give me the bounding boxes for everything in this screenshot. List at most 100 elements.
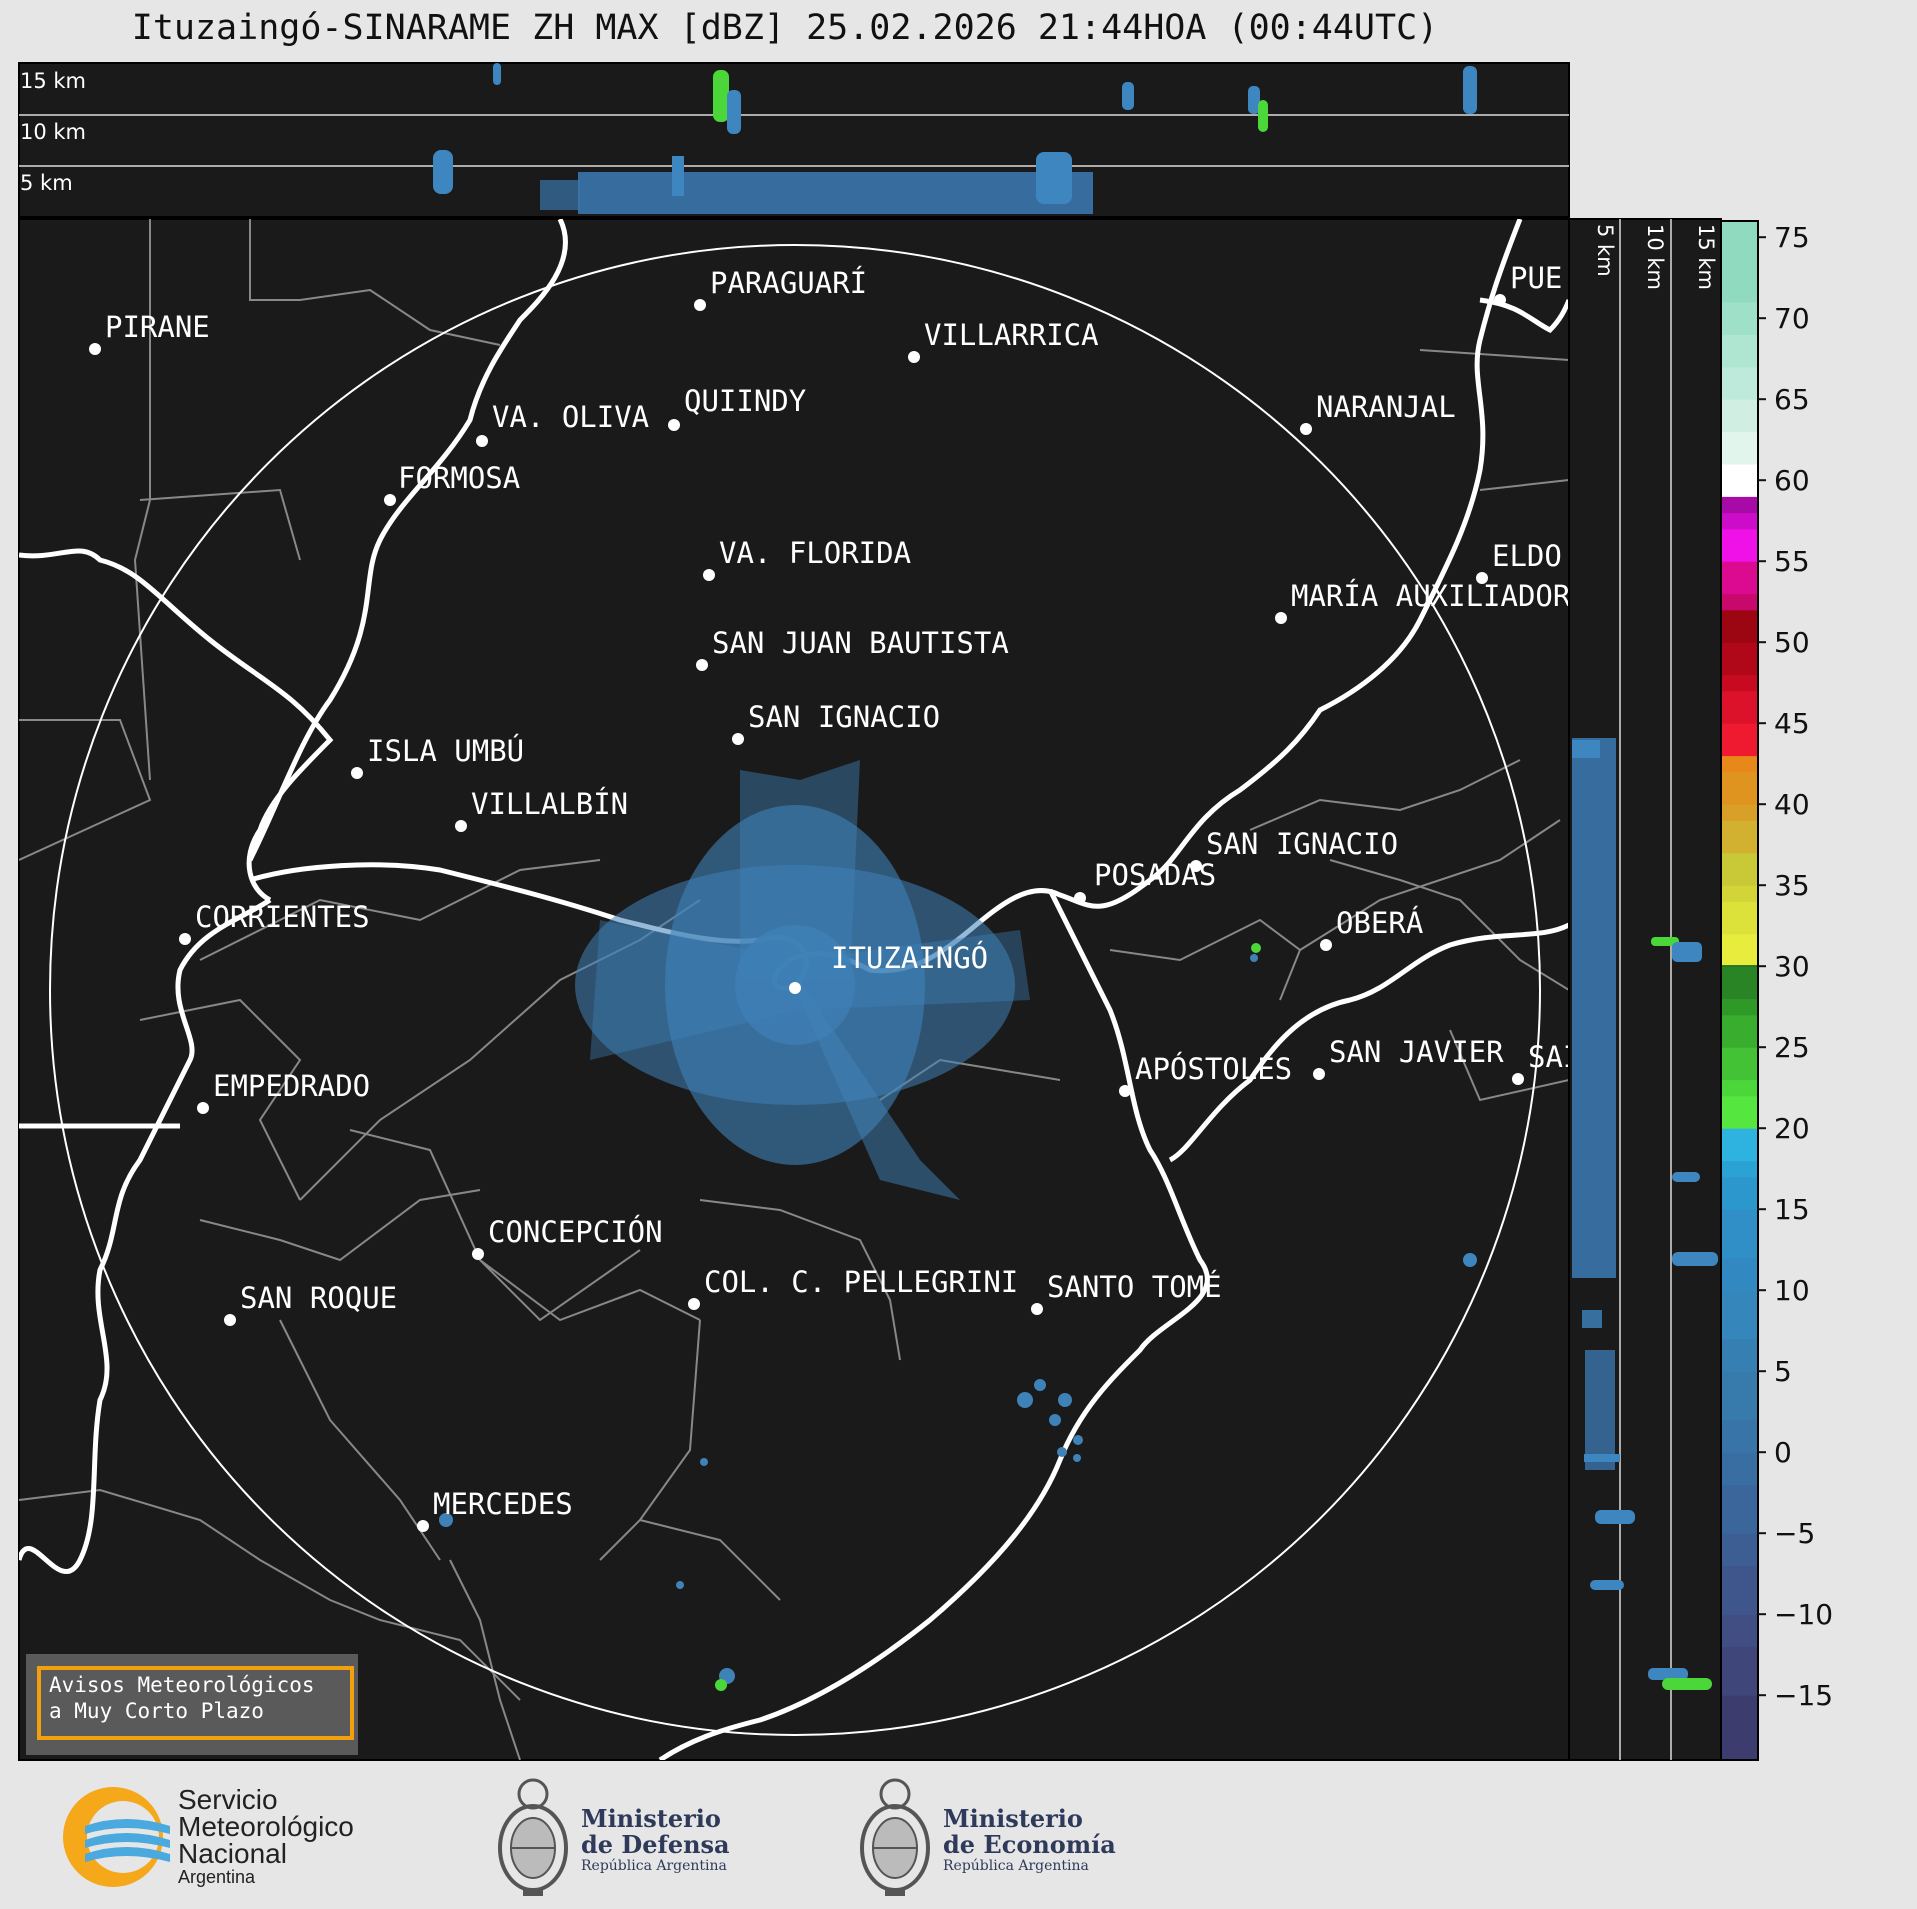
colorbar-segment bbox=[1721, 1614, 1758, 1648]
city-name: VILLALBÍN bbox=[471, 787, 628, 821]
right-cross-section: 5 km 10 km 15 km bbox=[1463, 218, 1722, 1761]
city-marker: ITUZAINGÓ bbox=[789, 941, 988, 994]
economia-line-1: Ministerio bbox=[943, 1804, 1083, 1833]
colorbar-segment bbox=[1721, 528, 1758, 562]
city-dot bbox=[688, 1298, 700, 1310]
city-name: OBERÁ bbox=[1336, 906, 1423, 940]
city-marker: NARANJAL bbox=[1300, 390, 1456, 435]
chart-title: Ituzaingó-SINARAME ZH MAX [dBZ] 25.02.20… bbox=[131, 8, 1439, 48]
city-name: SAN JUAN BAUTISTA bbox=[712, 626, 1009, 660]
colorbar-segment bbox=[1721, 464, 1758, 497]
economia-line-3: República Argentina bbox=[943, 1858, 1089, 1874]
defensa-line-3: República Argentina bbox=[581, 1858, 727, 1874]
city-marker: PIRANE bbox=[89, 310, 210, 355]
height-label-10: 10 km bbox=[20, 120, 86, 144]
city-dot bbox=[224, 1314, 236, 1326]
colorbar-tick-label: 50 bbox=[1774, 626, 1810, 659]
city-dot bbox=[89, 343, 101, 355]
city-name: NARANJAL bbox=[1316, 390, 1456, 424]
colorbar-segment bbox=[1721, 966, 1758, 1000]
city-dot bbox=[1476, 572, 1488, 584]
colorbar-segment bbox=[1721, 820, 1758, 854]
colorbar-segment bbox=[1721, 221, 1758, 303]
city-marker: SAN JAVIER bbox=[1313, 1035, 1504, 1080]
city-dot bbox=[908, 351, 920, 363]
colorbar-segment bbox=[1721, 334, 1758, 368]
city-dot bbox=[1313, 1068, 1325, 1080]
colorbar-segment bbox=[1721, 852, 1758, 886]
city-name: ITUZAINGÓ bbox=[831, 941, 988, 975]
colorbar-segment bbox=[1721, 609, 1758, 643]
city-name: EMPEDRADO bbox=[213, 1069, 370, 1103]
colorbar-segment bbox=[1721, 771, 1758, 805]
colorbar-segment bbox=[1721, 561, 1758, 595]
colorbar-segment bbox=[1721, 1095, 1758, 1129]
colorbar-tick-label: 35 bbox=[1774, 869, 1810, 902]
city-name: VILLARRICA bbox=[924, 318, 1099, 352]
city-name: SAN IGNACIO bbox=[1206, 827, 1398, 861]
colorbar-tick-label: 45 bbox=[1774, 707, 1810, 740]
colorbar-tick-label: 60 bbox=[1774, 464, 1810, 497]
city-name: PIRANE bbox=[105, 310, 210, 344]
city-dot bbox=[1074, 892, 1086, 904]
city-dot bbox=[789, 982, 801, 994]
right-echo-band bbox=[1463, 738, 1718, 1690]
smn-line-1: Servicio bbox=[178, 1784, 278, 1815]
coat-of-arms-icon bbox=[860, 1778, 930, 1896]
colorbar-segment bbox=[1721, 1014, 1758, 1048]
colorbar-segment bbox=[1721, 933, 1758, 966]
city-name: QUIINDY bbox=[684, 384, 806, 418]
colorbar-segment bbox=[1721, 1533, 1758, 1567]
city-marker: SAN IGNACIO bbox=[732, 700, 940, 745]
colorbar-segment bbox=[1721, 1079, 1758, 1097]
city-marker: ISLA UMBÚ bbox=[351, 734, 524, 779]
colorbar-segment bbox=[1721, 964, 1758, 967]
coat-of-arms-icon bbox=[498, 1778, 568, 1896]
height-label-5-right: 5 km bbox=[1593, 224, 1617, 277]
city-name: PUE bbox=[1510, 261, 1562, 295]
height-label-5: 5 km bbox=[20, 171, 73, 195]
city-marker: SAI bbox=[1512, 1040, 1569, 1085]
warning-line-1: Avisos Meteorológicos bbox=[49, 1673, 315, 1697]
warning-badge: Avisos Meteorológicos a Muy Corto Plazo bbox=[26, 1654, 358, 1755]
city-marker: PARAGUARÍ bbox=[694, 266, 867, 311]
city-marker: MERCEDES bbox=[417, 1487, 573, 1532]
city-name: POSADAS bbox=[1094, 858, 1216, 892]
city-marker: SAN JUAN BAUTISTA bbox=[696, 626, 1009, 671]
city-dot bbox=[1031, 1303, 1043, 1315]
city-marker: FORMOSA bbox=[384, 461, 520, 506]
colorbar-segment bbox=[1721, 1565, 1758, 1615]
colorbar-segment bbox=[1721, 998, 1758, 1016]
height-label-10-right: 10 km bbox=[1643, 224, 1667, 290]
colorbar-tick-label: 40 bbox=[1774, 788, 1810, 821]
city-labels: PIRANE PARAGUARÍ VILLARRICA PUE VA. OLIVA QUI… bbox=[89, 261, 1569, 1532]
colorbar-segment bbox=[1721, 642, 1758, 676]
city-name: ELDO bbox=[1492, 539, 1562, 573]
city-marker: VILLARRICA bbox=[908, 318, 1099, 363]
colorbar-frame bbox=[1720, 220, 1759, 1761]
colorbar-segment bbox=[1721, 901, 1758, 935]
city-dot bbox=[476, 435, 488, 447]
colorbar-segment bbox=[1721, 1371, 1758, 1421]
city-name: MERCEDES bbox=[433, 1487, 573, 1521]
city-name: VA. FLORIDA bbox=[719, 536, 911, 570]
colorbar-tick-label: 10 bbox=[1774, 1274, 1810, 1307]
colorbar-segment bbox=[1721, 1419, 1758, 1453]
city-dot bbox=[1190, 860, 1202, 872]
city-dot bbox=[1119, 1085, 1131, 1097]
city-dot bbox=[696, 659, 708, 671]
city-dot bbox=[1320, 939, 1332, 951]
colorbar-tick-label: 70 bbox=[1774, 302, 1810, 335]
colorbar-segment bbox=[1721, 1257, 1758, 1291]
colorbar-tick-label: 25 bbox=[1774, 1031, 1810, 1064]
city-marker: QUIINDY bbox=[668, 384, 806, 431]
main-map: PIRANE PARAGUARÍ VILLARRICA PUE VA. OLIVA QUI… bbox=[18, 218, 1570, 1761]
colorbar-tick-label: 0 bbox=[1774, 1436, 1792, 1469]
colorbar-segment bbox=[1721, 755, 1758, 773]
colorbar-segment bbox=[1721, 399, 1758, 433]
city-dot bbox=[732, 733, 744, 745]
colorbar-segment bbox=[1721, 1695, 1758, 1761]
colorbar-tick-label: 30 bbox=[1774, 950, 1810, 983]
colorbar-segment bbox=[1721, 1128, 1758, 1162]
city-dot bbox=[694, 299, 706, 311]
